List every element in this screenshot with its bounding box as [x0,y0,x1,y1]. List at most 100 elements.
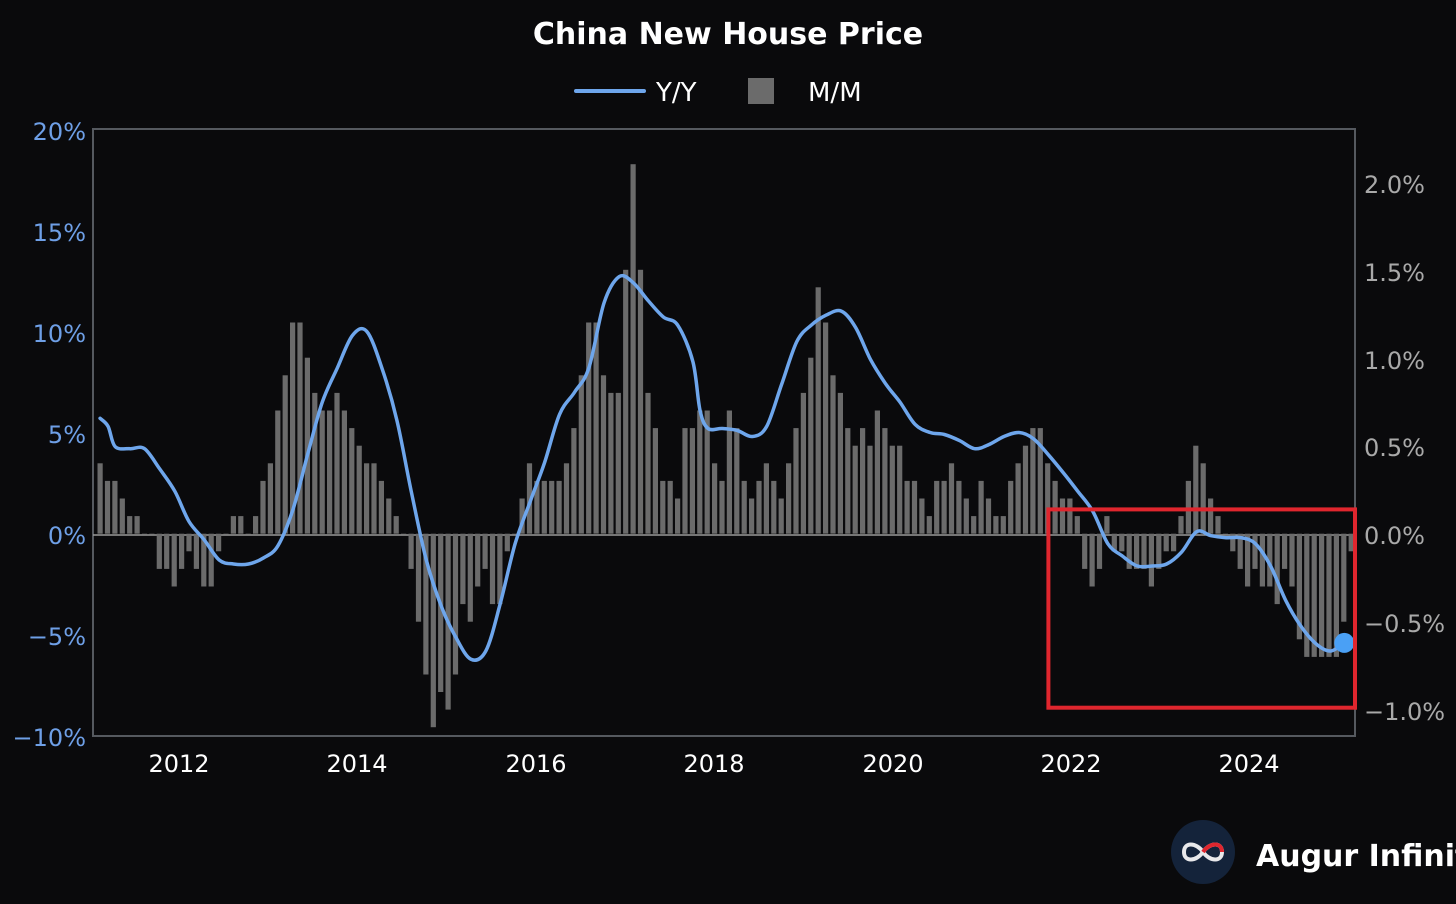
right-tick-label: 1.0% [1364,347,1425,375]
mm-bar [926,516,932,534]
mm-bar [919,498,925,534]
mm-bar [541,480,547,534]
mm-bar [993,516,999,534]
mm-bar [852,445,858,534]
mm-bar [341,410,347,534]
mm-bar [378,480,384,534]
mm-bar [504,533,510,552]
mm-bar [608,392,614,534]
mm-bar [689,428,695,534]
mm-bar [1126,533,1132,569]
mm-bar [1319,533,1325,657]
mm-bar [1267,533,1273,587]
mm-bar [253,516,259,534]
mm-bar [304,357,310,534]
mm-bar [1037,428,1043,534]
x-tick-label: 2012 [148,750,209,778]
mm-bar [985,498,992,534]
mm-bar [1222,533,1228,535]
right-tick-label: 0.5% [1364,434,1425,462]
mm-bar [312,392,318,534]
mm-bar [660,480,666,534]
mm-bar [1208,498,1214,534]
right-tick-label: −0.5% [1364,610,1445,638]
mm-bar [1185,480,1191,534]
mm-bar [186,533,192,552]
mm-bar [1163,533,1169,552]
mm-bar [1245,533,1251,587]
mm-bar [860,428,866,534]
highlight-box [1046,507,1358,710]
mm-bar [897,445,903,534]
mm-bar [1000,516,1006,534]
left-tick-label: 10% [33,320,86,348]
mm-bar [549,480,555,534]
mm-bar [1200,463,1206,534]
mm-bar [697,410,703,534]
mm-bar [1348,533,1354,552]
mm-bar [1341,533,1347,622]
mm-bar [460,533,466,605]
mm-bar [275,410,281,534]
mm-bar [1282,533,1288,569]
mm-bar [1134,533,1140,569]
mm-bar [1237,533,1243,569]
mm-bar [327,410,333,534]
mm-bar [156,533,162,569]
mm-bar [216,533,222,552]
mm-bar [756,480,762,534]
mm-bar [134,516,140,534]
mm-bar [423,533,429,675]
mm-bar [371,463,377,534]
mm-bar [201,533,207,587]
mm-bar [1296,533,1302,640]
mm-bar [1304,533,1310,657]
mm-bar [593,322,599,534]
mm-bar [230,516,236,534]
mm-bar [1148,533,1154,587]
mm-bar [164,533,170,569]
mm-bar [934,480,940,534]
mm-bar [334,392,340,534]
mm-bar [1096,533,1103,569]
mm-bar [282,375,288,534]
mm-bar [319,410,325,534]
mm-bar [637,269,644,534]
mm-bar [512,533,518,535]
mm-bar [741,480,747,534]
mm-bar [1111,533,1117,552]
mm-bar [963,498,969,534]
mm-bar [482,533,488,569]
mm-bar [415,533,422,622]
mm-bar [815,287,821,534]
mm-bar [845,428,851,534]
mm-bar [623,269,629,534]
right-tick-label: 1.5% [1364,259,1425,287]
mm-bar [563,463,570,534]
mm-bar [904,480,910,534]
yy-line [98,273,1347,662]
mm-bar [1119,533,1125,552]
mm-bar [793,428,799,534]
mm-bar [956,480,962,534]
mm-bar [889,445,895,534]
mm-bar [749,498,755,534]
right-axis-ticks: 2.0% 1.5% 1.0% 0.5% 0.0% −0.5% −1.0% [1364,171,1445,726]
mm-bar [712,463,718,534]
mm-bar [297,322,303,534]
x-tick-label: 2016 [505,750,566,778]
mm-bar [393,516,399,534]
infinity-logo-icon [1171,820,1235,884]
mm-bar [734,428,740,534]
mm-bar [971,516,977,534]
mm-bar [1022,445,1029,534]
x-tick-label: 2018 [683,750,744,778]
left-axis-ticks: 20% 15% 10% 5% 0% −5% −10% [13,118,86,752]
mm-bar [1015,463,1021,534]
mm-bar [179,533,185,569]
x-tick-label: 2024 [1218,750,1279,778]
yy-end-marker [1334,632,1355,653]
mm-bar [652,428,658,534]
mm-bar [704,410,710,534]
mm-bar [911,480,918,534]
